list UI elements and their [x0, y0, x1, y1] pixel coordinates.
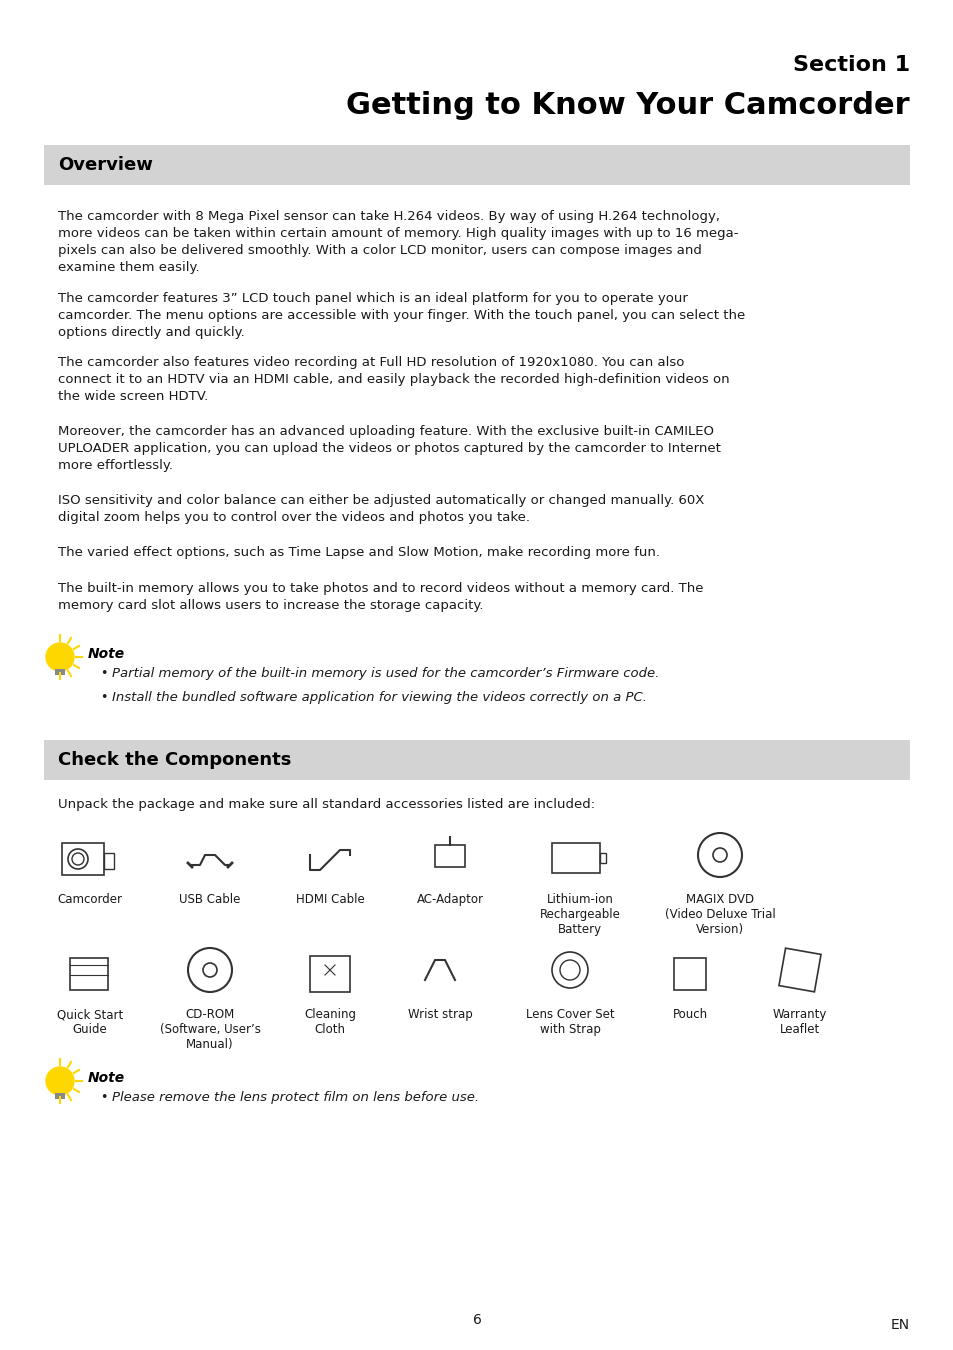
Text: Moreover, the camcorder has an advanced uploading feature. With the exclusive bu: Moreover, the camcorder has an advanced …	[58, 425, 720, 472]
Text: Cleaning
Cloth: Cleaning Cloth	[304, 1008, 355, 1035]
Text: Lithium-ion
Rechargeable
Battery: Lithium-ion Rechargeable Battery	[539, 892, 619, 936]
Text: Please remove the lens protect film on lens before use.: Please remove the lens protect film on l…	[112, 1091, 478, 1104]
Text: Overview: Overview	[58, 157, 152, 174]
Text: Wrist strap: Wrist strap	[407, 1008, 472, 1021]
Text: Check the Components: Check the Components	[58, 751, 291, 769]
Text: The camcorder also features video recording at Full HD resolution of 1920x1080. : The camcorder also features video record…	[58, 356, 729, 404]
Text: The varied effect options, such as Time Lapse and Slow Motion, make recording mo: The varied effect options, such as Time …	[58, 545, 659, 559]
Text: MAGIX DVD
(Video Deluxe Trial
Version): MAGIX DVD (Video Deluxe Trial Version)	[664, 892, 775, 936]
FancyBboxPatch shape	[55, 1094, 65, 1099]
Text: Lens Cover Set
with Strap: Lens Cover Set with Strap	[525, 1008, 614, 1035]
Text: CD-ROM
(Software, User’s
Manual): CD-ROM (Software, User’s Manual)	[159, 1008, 260, 1052]
Circle shape	[46, 643, 74, 671]
Text: Install the bundled software application for viewing the videos correctly on a P: Install the bundled software application…	[112, 691, 646, 703]
Text: Warranty
Leaflet: Warranty Leaflet	[772, 1008, 826, 1035]
Text: USB Cable: USB Cable	[179, 892, 240, 906]
FancyBboxPatch shape	[44, 144, 909, 185]
Text: Unpack the package and make sure all standard accessories listed are included:: Unpack the package and make sure all sta…	[58, 798, 595, 811]
Text: Pouch: Pouch	[672, 1008, 707, 1021]
Text: EN: EN	[889, 1318, 908, 1332]
Text: 6: 6	[472, 1314, 481, 1327]
Text: Partial memory of the built-in memory is used for the camcorder’s Firmware code.: Partial memory of the built-in memory is…	[112, 667, 659, 680]
Text: The camcorder features 3” LCD touch panel which is an ideal platform for you to : The camcorder features 3” LCD touch pane…	[58, 292, 744, 339]
Text: HDMI Cable: HDMI Cable	[295, 892, 364, 906]
Text: Note: Note	[88, 647, 125, 662]
Text: Camcorder: Camcorder	[57, 892, 122, 906]
Text: Getting to Know Your Camcorder: Getting to Know Your Camcorder	[346, 90, 909, 120]
Text: •: •	[100, 1091, 108, 1104]
Text: AC-Adaptor: AC-Adaptor	[416, 892, 483, 906]
Text: •: •	[100, 691, 108, 703]
Circle shape	[46, 1066, 74, 1095]
Text: Section 1: Section 1	[792, 55, 909, 76]
FancyBboxPatch shape	[44, 740, 909, 780]
Text: Quick Start
Guide: Quick Start Guide	[57, 1008, 123, 1035]
Text: Note: Note	[88, 1071, 125, 1085]
Text: The built-in memory allows you to take photos and to record videos without a mem: The built-in memory allows you to take p…	[58, 582, 702, 612]
Text: •: •	[100, 667, 108, 680]
FancyBboxPatch shape	[55, 670, 65, 675]
Text: ISO sensitivity and color balance can either be adjusted automatically or change: ISO sensitivity and color balance can ei…	[58, 494, 703, 524]
Text: The camcorder with 8 Mega Pixel sensor can take H.264 videos. By way of using H.: The camcorder with 8 Mega Pixel sensor c…	[58, 211, 738, 274]
